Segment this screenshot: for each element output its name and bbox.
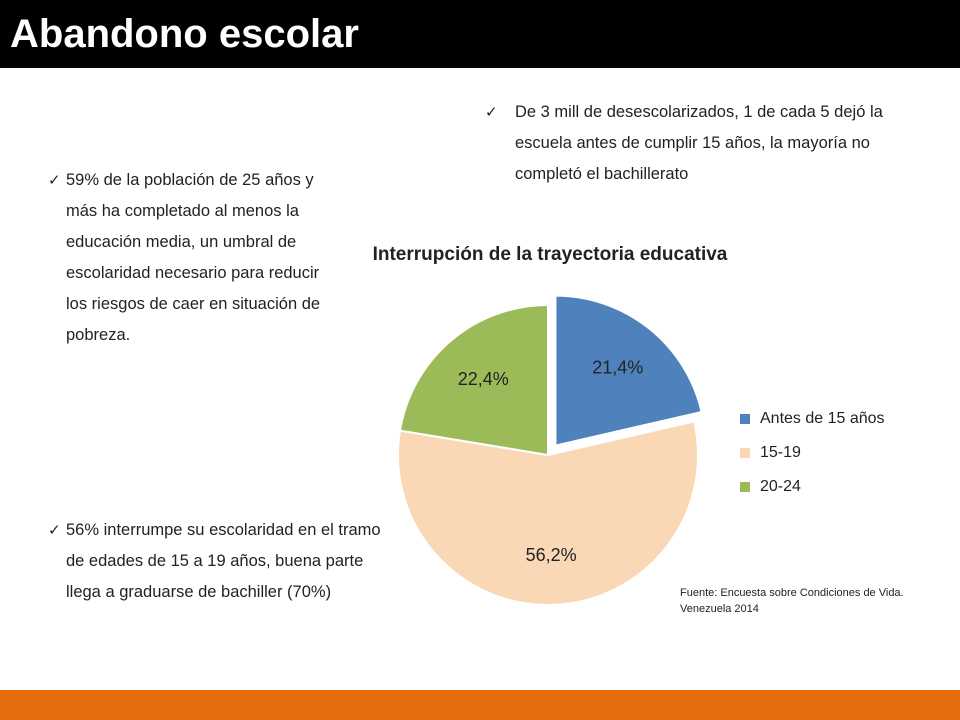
pie-slice-2	[397, 420, 699, 606]
pie-slice-3	[398, 303, 549, 457]
slice-value-label: 56,2%	[526, 545, 577, 565]
legend-swatch	[740, 414, 750, 424]
chart-legend: Antes de 15 años 15-19 20-24	[740, 402, 885, 504]
page-title: Abandono escolar	[10, 12, 359, 56]
legend-swatch	[740, 448, 750, 458]
bullet-desescolarizados: ✓ De 3 mill de desescolarizados, 1 de ca…	[485, 97, 895, 190]
legend-item: Antes de 15 años	[740, 402, 885, 436]
legend-label: Antes de 15 años	[760, 410, 885, 427]
legend-label: 15-19	[760, 444, 801, 461]
legend-item: 15-19	[740, 436, 885, 470]
source-note: Fuente: Encuesta sobre Condiciones de Vi…	[680, 587, 904, 615]
legend-swatch	[740, 482, 750, 492]
bullet-age-15-19: ✓ 56% interrumpe su escolaridad en el tr…	[48, 515, 393, 608]
slice-value-label: 21,4%	[592, 357, 643, 377]
bullet-text: De 3 mill de desescolarizados, 1 de cada…	[515, 103, 883, 183]
legend-label: 20-24	[760, 478, 801, 495]
chart-title: Interrupción de la trayectoria educativa	[372, 244, 728, 265]
bottom-bar	[0, 690, 960, 720]
pie-slice-1	[554, 294, 703, 447]
legend-item: 20-24	[740, 470, 885, 504]
slice-value-label: 22,4%	[458, 369, 509, 389]
bullet-text: 59% de la población de 25 años y más ha …	[66, 171, 321, 344]
title-bar: Abandono escolar	[0, 0, 960, 68]
checkmark-icon: ✓	[485, 104, 498, 121]
checkmark-icon: ✓	[48, 172, 61, 189]
bullet-text: 56% interrumpe su escolaridad en el tram…	[66, 521, 381, 601]
checkmark-icon: ✓	[48, 522, 61, 539]
bullet-population-education: ✓ 59% de la población de 25 años y más h…	[48, 165, 338, 351]
